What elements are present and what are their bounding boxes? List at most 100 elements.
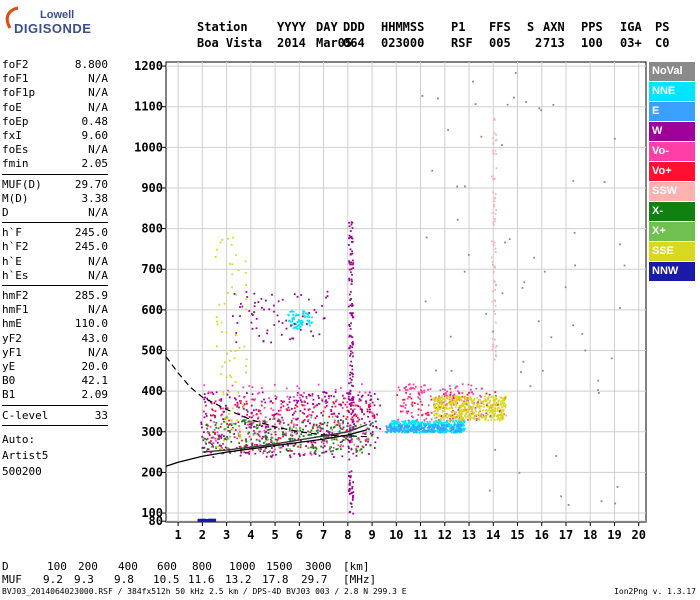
- echo-point: [350, 268, 353, 270]
- echo-point: [457, 421, 459, 424]
- echo-point: [445, 404, 448, 407]
- echo-point: [474, 103, 477, 105]
- echo-point: [422, 423, 425, 425]
- echo-point: [333, 395, 335, 398]
- echo-point: [369, 424, 372, 427]
- echo-point: [464, 414, 466, 417]
- echo-point: [433, 423, 436, 426]
- echo-point: [337, 419, 340, 422]
- y-tick-label: 700: [141, 262, 163, 276]
- param-name: yE: [2, 360, 16, 373]
- echo-point: [438, 425, 440, 428]
- param-hf2: h`F2 245.0: [2, 240, 108, 254]
- echo-point: [367, 415, 369, 418]
- echo-point: [483, 405, 485, 408]
- echo-point: [215, 447, 218, 450]
- echo-point: [300, 401, 303, 403]
- param-separator: [2, 404, 108, 406]
- echo-point: [341, 422, 344, 425]
- header-value-ddd: 064: [343, 36, 365, 50]
- echo-point: [314, 417, 317, 419]
- echo-point: [304, 316, 306, 319]
- echo-point: [333, 426, 336, 428]
- echo-point: [450, 424, 453, 426]
- echo-point: [260, 400, 263, 403]
- echo-point: [404, 387, 406, 390]
- footer-info: BVJ03_2014064023000.RSF / 384fx512h 50 k…: [2, 587, 407, 596]
- echo-point: [282, 405, 285, 407]
- echo-point: [398, 424, 400, 427]
- header-label-p1: P1: [451, 20, 466, 34]
- echo-point: [241, 415, 244, 418]
- echo-point: [313, 406, 315, 409]
- param-ye: yE 20.0: [2, 360, 108, 374]
- echo-point: [374, 441, 377, 444]
- echo-point: [500, 404, 503, 406]
- echo-point: [371, 431, 374, 433]
- echo-point: [267, 424, 270, 426]
- echo-point: [344, 403, 347, 406]
- echo-point: [348, 474, 350, 477]
- version-label: Ion2Png v. 1.3.17: [614, 587, 696, 596]
- echo-point: [294, 404, 297, 407]
- echo-point: [299, 326, 302, 328]
- echo-point: [464, 407, 466, 410]
- echo-point: [265, 455, 268, 458]
- echo-point: [303, 412, 306, 415]
- param-fmin: fmin 2.05: [2, 157, 108, 171]
- echo-point: [459, 414, 462, 416]
- echo-point: [492, 221, 495, 224]
- echo-point: [491, 261, 494, 263]
- echo-point: [234, 381, 237, 383]
- echo-point: [206, 448, 209, 450]
- echo-point: [348, 382, 350, 385]
- echo-point: [505, 414, 508, 417]
- echo-point: [252, 434, 255, 436]
- echo-point: [258, 420, 261, 423]
- echo-point: [480, 135, 483, 138]
- muf-value: 10.5: [153, 573, 180, 586]
- echo-point: [245, 400, 248, 403]
- echo-point: [365, 443, 367, 446]
- echo-point: [436, 397, 439, 400]
- echo-point: [361, 394, 364, 397]
- echo-point: [294, 410, 297, 413]
- echo-point: [210, 414, 213, 417]
- echo-point: [242, 407, 245, 410]
- echo-point: [204, 441, 207, 444]
- echo-point: [481, 416, 483, 419]
- echo-point: [258, 335, 261, 337]
- echo-point: [211, 443, 213, 446]
- echo-point: [214, 433, 216, 435]
- echo-point: [473, 399, 475, 402]
- echo-point: [306, 319, 309, 322]
- echo-point: [271, 442, 274, 444]
- echo-point: [504, 398, 507, 401]
- echo-point: [316, 404, 318, 407]
- echo-point: [482, 409, 484, 412]
- echo-point: [315, 429, 318, 432]
- echo-point: [458, 424, 461, 426]
- echo-point: [236, 404, 239, 407]
- echo-point: [467, 414, 470, 417]
- echo-point: [442, 427, 445, 430]
- echo-point: [278, 422, 281, 425]
- echo-point: [488, 402, 491, 404]
- echo-point: [226, 407, 229, 410]
- echo-point: [406, 431, 409, 434]
- echo-point: [493, 197, 496, 200]
- param-yf2: yF2 43.0: [2, 332, 108, 346]
- echo-point: [573, 231, 576, 234]
- echo-point: [412, 416, 414, 419]
- echo-point: [465, 402, 468, 405]
- echo-point: [438, 419, 441, 422]
- echo-point: [421, 414, 423, 417]
- echo-point: [463, 424, 465, 427]
- echo-point: [364, 391, 367, 394]
- echo-point: [291, 324, 294, 327]
- header-label-station: Station: [197, 20, 248, 34]
- echo-point: [360, 448, 363, 451]
- echo-point: [220, 435, 222, 438]
- echo-point: [262, 340, 265, 342]
- echo-point: [450, 415, 453, 418]
